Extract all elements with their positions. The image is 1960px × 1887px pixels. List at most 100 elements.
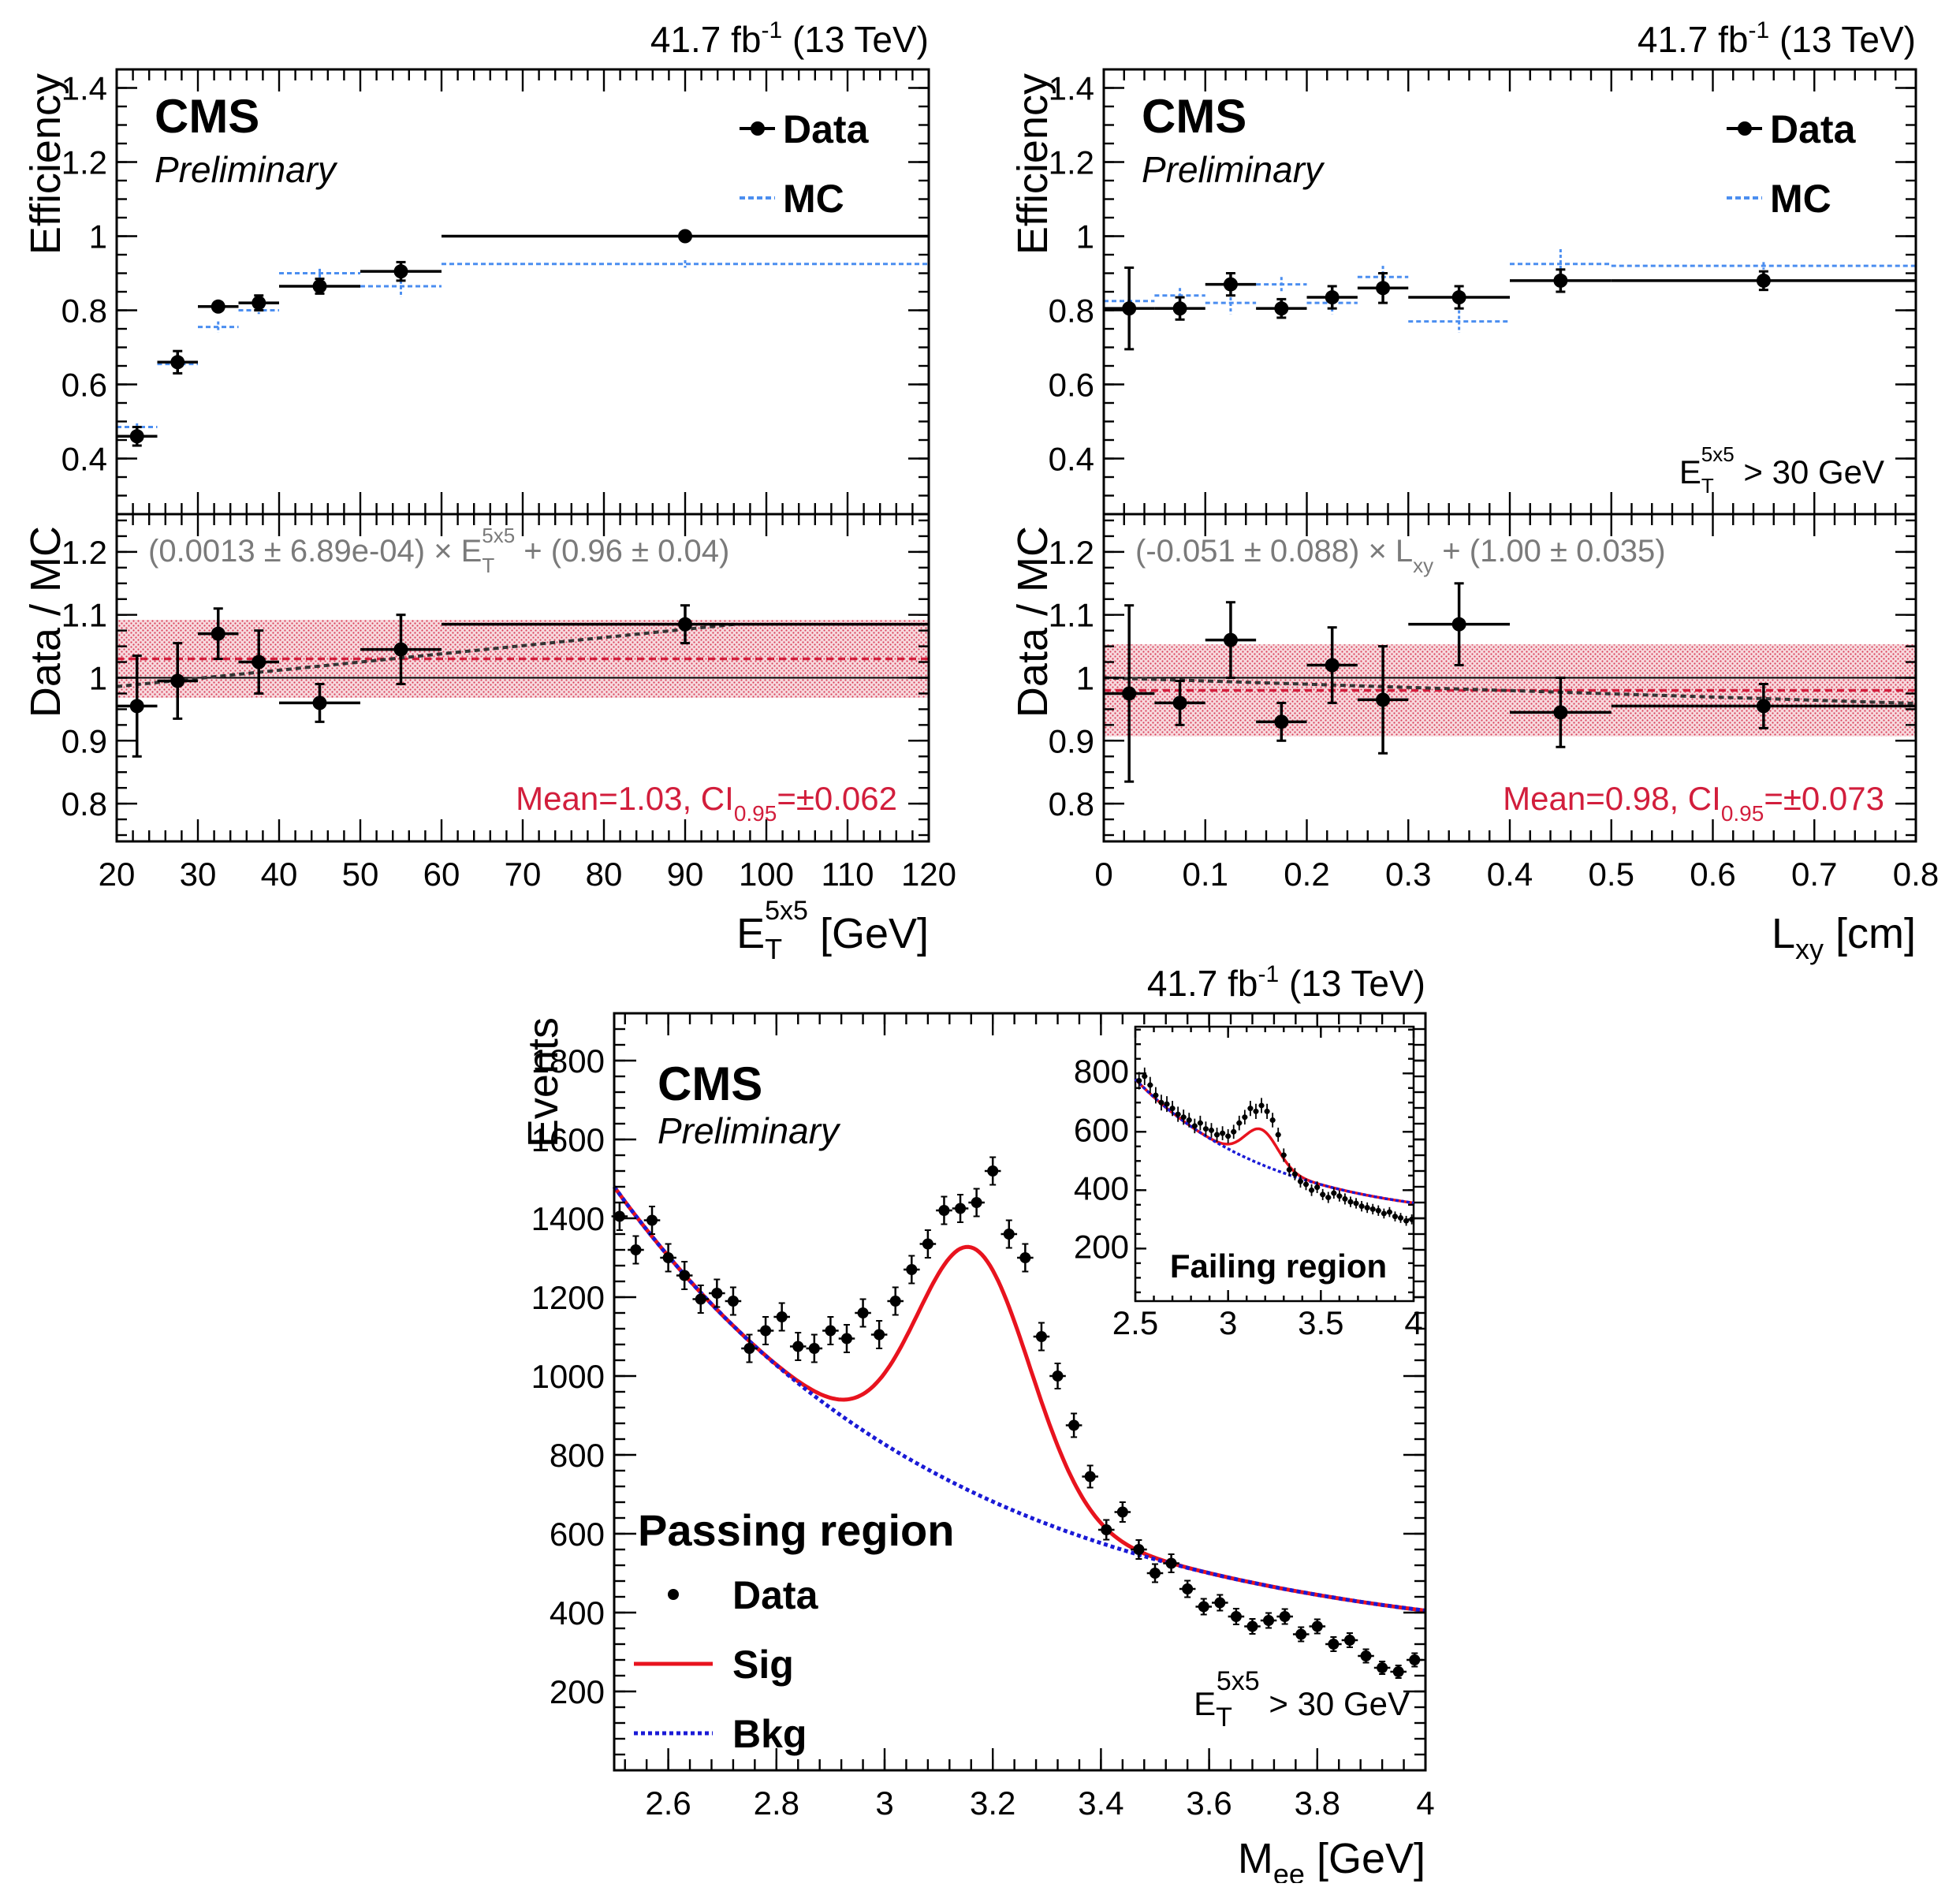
x-tick-label: 70 <box>505 856 542 893</box>
x-tick-label: 0.3 <box>1385 856 1431 893</box>
inset-x-tick-label: 4 <box>1404 1304 1422 1341</box>
ratio-point <box>1274 714 1289 729</box>
y-tick-label: 1.4 <box>1049 70 1094 107</box>
data-point <box>711 1288 723 1299</box>
y-tick-label: 0.8 <box>1049 785 1094 822</box>
data-point <box>129 429 144 444</box>
data-point <box>312 278 327 293</box>
x-tick-label: 0.1 <box>1183 856 1228 893</box>
inset-data-point <box>1398 1214 1404 1221</box>
ratio-point <box>211 626 225 641</box>
inset-data-point <box>1291 1171 1298 1177</box>
y-tick-label: 1400 <box>531 1200 605 1237</box>
data-point <box>170 355 185 370</box>
mass-fit-panel: 41.7 fb-1 (13 TeV) 2.6 2.8 3 3.2 3.4 3.6 3.8 4 20… <box>520 961 1435 1887</box>
y-axis-title: Efficiency <box>1009 73 1056 255</box>
data-point <box>987 1165 999 1177</box>
y-tick-label: 200 <box>550 1673 605 1710</box>
y-tick-label: 0.6 <box>1049 367 1094 404</box>
inset-y-tick-label: 800 <box>1074 1053 1129 1090</box>
data-point <box>1377 1662 1388 1673</box>
y-tick-label: 1.2 <box>1049 534 1094 571</box>
inset-data-point <box>1275 1132 1281 1138</box>
data-point <box>808 1343 820 1354</box>
luminosity-label: 41.7 fb-1 (13 TeV) <box>1147 961 1425 1004</box>
data-point <box>955 1203 967 1214</box>
legend-data-marker <box>1738 121 1752 136</box>
y-tick-label: 0.8 <box>1049 293 1094 330</box>
ratio-point <box>129 699 144 714</box>
ratio-axis-title: Data / MC <box>22 526 69 718</box>
data-point <box>727 1296 739 1307</box>
data-point <box>760 1325 772 1337</box>
inset-data-point <box>1197 1120 1203 1126</box>
data-point <box>1311 1620 1323 1632</box>
y-tick-label: 1600 <box>531 1121 605 1158</box>
efficiency-vs-lxy-panel: 41.7 fb-1 (13 TeV) 0 0.1 0.2 0.3 0.4 0.5 0.6 0.7… <box>1009 17 1939 965</box>
inset-data-point <box>1353 1200 1359 1206</box>
inset-data-point <box>1264 1108 1270 1114</box>
legend-bkg-label: Bkg <box>732 1712 807 1756</box>
legend-data-label: Data <box>732 1573 819 1617</box>
data-point <box>630 1244 642 1255</box>
inset-x-tick-label: 3 <box>1219 1304 1237 1341</box>
inset-data-point <box>1220 1130 1226 1136</box>
legend-data-marker <box>751 121 765 136</box>
data-point <box>792 1341 804 1352</box>
data-point <box>906 1264 918 1275</box>
inset-data-point <box>1269 1117 1276 1123</box>
x-tick-label: 0.4 <box>1487 856 1533 893</box>
x-tick-label: 120 <box>901 856 956 893</box>
y-tick-label: 0.9 <box>1049 722 1094 759</box>
x-tick-label: 2.8 <box>754 1784 799 1822</box>
y-tick-label: 1000 <box>531 1358 605 1395</box>
inset-data-point <box>1303 1181 1310 1188</box>
inset-data-point <box>1180 1114 1187 1121</box>
x-tick-label: 0 <box>1094 856 1112 893</box>
y-tick-label: 1 <box>89 660 107 697</box>
x-axis-title: Lxy [cm] <box>1772 910 1916 965</box>
data-point <box>1068 1419 1080 1431</box>
data-point <box>1172 301 1187 316</box>
inset-data-point <box>1175 1111 1181 1117</box>
inset-data-point <box>1297 1178 1303 1184</box>
data-point <box>776 1311 788 1322</box>
data-point <box>1150 1568 1161 1579</box>
y-tick-label: 0.4 <box>1049 441 1094 478</box>
cms-label: CMS <box>155 90 259 143</box>
data-point <box>1230 1611 1242 1622</box>
inset-data-point <box>1242 1114 1248 1121</box>
legend-mc-label: MC <box>783 177 844 221</box>
data-point <box>1165 1557 1177 1569</box>
data-point <box>1451 290 1466 305</box>
data-point <box>938 1205 950 1216</box>
inset-data-point <box>1314 1184 1321 1191</box>
x-tick-label: 110 <box>822 856 874 893</box>
y-tick-label: 400 <box>550 1594 605 1632</box>
inset-data-point <box>1258 1102 1265 1109</box>
ratio-point <box>678 617 692 632</box>
legend-data-label: Data <box>1770 107 1857 151</box>
inset-data-point <box>1386 1209 1392 1215</box>
x-tick-label: 0.5 <box>1589 856 1634 893</box>
passing-region-label: Passing region <box>638 1505 954 1555</box>
x-tick-label: 90 <box>667 856 704 893</box>
data-point <box>840 1333 852 1344</box>
inset-data-point <box>1202 1126 1209 1132</box>
inset-frame <box>1134 1025 1415 1303</box>
inset-data-point <box>1403 1218 1410 1224</box>
inset-data-point <box>1142 1073 1148 1080</box>
ratio-point <box>312 696 327 710</box>
inset-data-point <box>1309 1187 1315 1193</box>
inset-data-point <box>1164 1101 1170 1107</box>
inset-data-point <box>1381 1210 1387 1217</box>
y-tick-label: 1 <box>89 218 107 255</box>
inset-data-point <box>1347 1199 1354 1205</box>
x-tick-label: 60 <box>423 856 460 893</box>
cms-label: CMS <box>1142 90 1246 143</box>
data-point <box>1295 1628 1307 1640</box>
cms-label: CMS <box>658 1057 762 1110</box>
data-point <box>1084 1471 1096 1482</box>
efficiency-vs-et-panel: 41.7 fb-1 (13 TeV)20 30 40 50 60 70 80 90 100 110… <box>22 17 956 965</box>
